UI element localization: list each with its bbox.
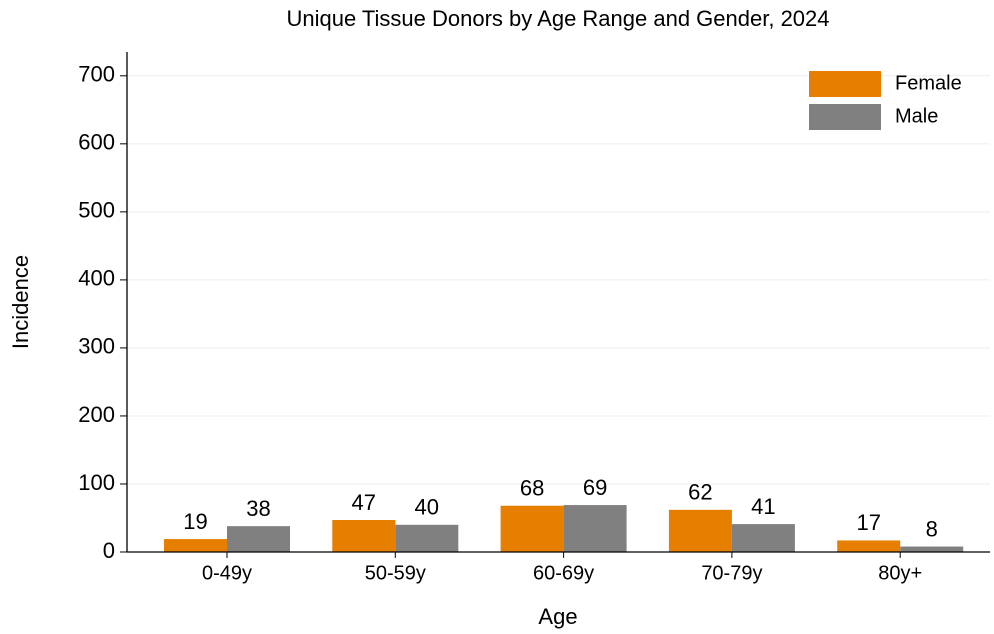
data-label: 41 <box>751 494 775 519</box>
data-label: 62 <box>688 480 712 505</box>
y-tick-label: 300 <box>78 334 115 359</box>
x-tick-label: 0-49y <box>202 562 252 584</box>
bar <box>500 505 564 552</box>
bar <box>164 539 227 552</box>
y-tick-label: 0 <box>103 538 115 563</box>
y-tick-label: 400 <box>78 266 115 291</box>
data-label: 40 <box>415 495 439 520</box>
x-tick-label: 60-69y <box>533 562 594 584</box>
bar <box>395 524 459 552</box>
y-axis-label: Incidence <box>8 255 33 349</box>
x-tick-label: 80y+ <box>878 562 922 584</box>
data-label: 68 <box>520 476 544 501</box>
x-tick-label: 70-79y <box>701 562 762 584</box>
chart-title: Unique Tissue Donors by Age Range and Ge… <box>286 6 829 31</box>
bar <box>563 505 627 552</box>
data-label: 17 <box>856 510 880 535</box>
x-axis-label: Age <box>538 604 577 629</box>
y-tick-label: 200 <box>78 402 115 427</box>
bar <box>900 546 964 552</box>
data-label: 19 <box>183 509 207 534</box>
bar <box>731 524 795 552</box>
y-tick-label: 100 <box>78 470 115 495</box>
legend-label: Female <box>895 72 962 94</box>
bar <box>227 526 290 552</box>
bar <box>668 509 732 552</box>
bar <box>837 540 901 552</box>
y-tick-label: 700 <box>78 62 115 87</box>
legend-swatch <box>809 71 881 97</box>
y-tick-label: 500 <box>78 198 115 223</box>
legend-swatch <box>809 104 881 130</box>
data-label: 69 <box>583 475 607 500</box>
data-label: 47 <box>352 490 376 515</box>
data-label: 38 <box>246 496 270 521</box>
legend-label: Male <box>895 105 938 127</box>
y-tick-label: 600 <box>78 130 115 155</box>
data-label: 8 <box>926 516 938 541</box>
x-tick-label: 50-59y <box>365 562 426 584</box>
bar <box>332 520 396 552</box>
